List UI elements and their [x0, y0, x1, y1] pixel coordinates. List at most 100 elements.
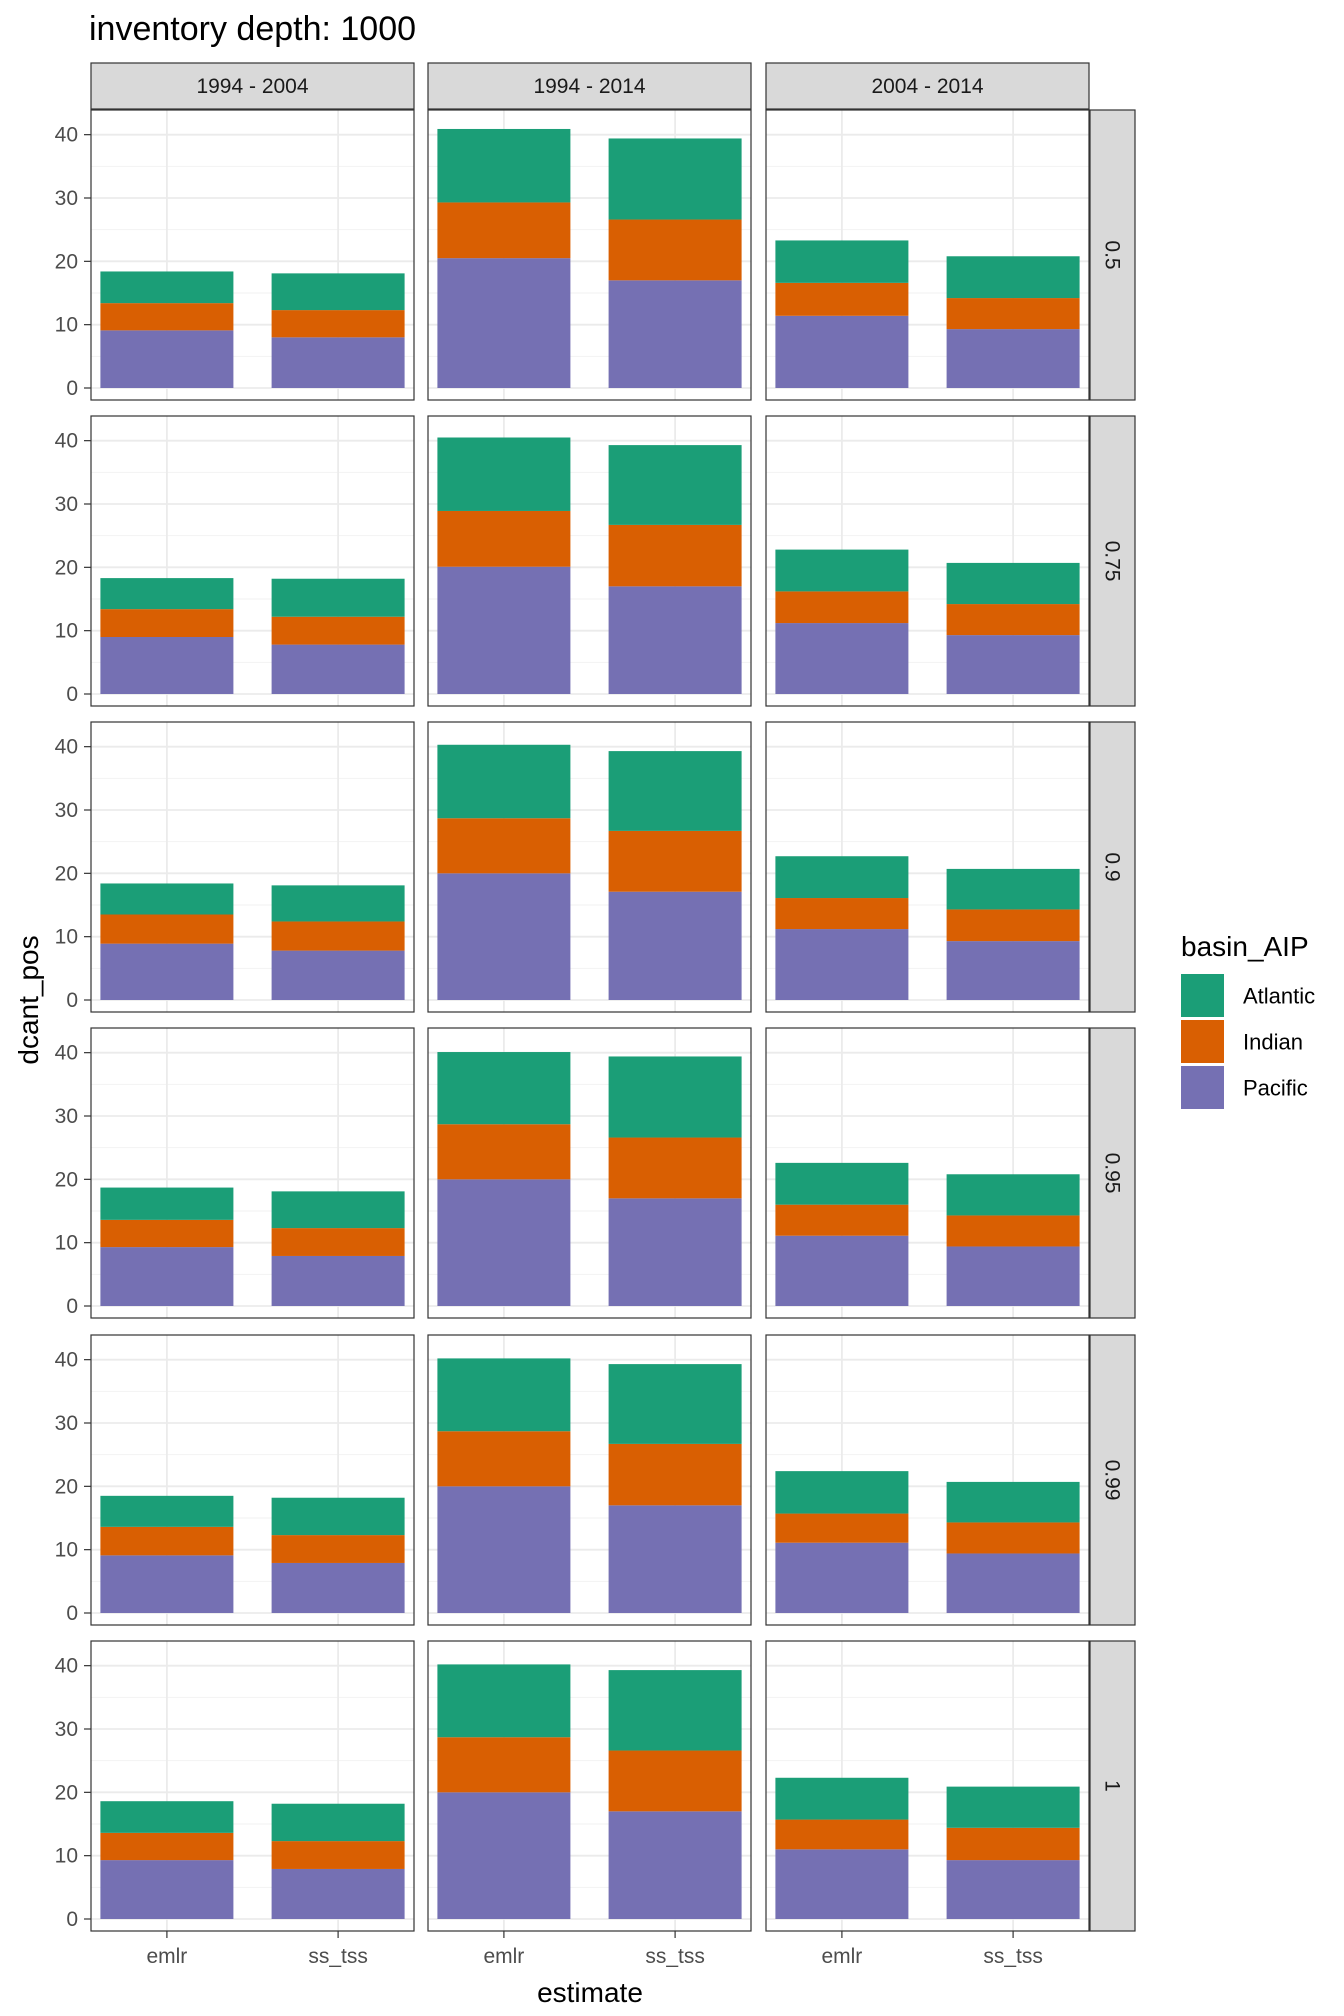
- bar-segment-pacific: [437, 1179, 571, 1306]
- bar-segment-atlantic: [608, 1670, 742, 1751]
- legend-label-pacific: Pacific: [1243, 1076, 1308, 1101]
- panel-border: [765, 415, 1090, 707]
- bar-segment-pacific: [775, 1235, 909, 1306]
- bar-segment-indian: [946, 1827, 1080, 1861]
- row-strip: [1089, 721, 1136, 1013]
- row-strip: [1089, 109, 1136, 401]
- y-tick-label: 0: [66, 377, 78, 400]
- y-tick-label: 20: [55, 1781, 78, 1804]
- panel-border: [90, 1334, 415, 1626]
- bar-segment-atlantic: [100, 1187, 234, 1220]
- bar-segment-indian: [100, 1526, 234, 1556]
- y-tick-label: 20: [55, 250, 78, 273]
- column-strip-label: 1994 - 2014: [533, 75, 645, 98]
- row-strip-label: 0.95: [1101, 1153, 1124, 1194]
- bar-segment-pacific: [946, 1246, 1080, 1306]
- bar-segment-pacific: [100, 1247, 234, 1306]
- bar-segment-pacific: [775, 315, 909, 388]
- bar-segment-indian: [775, 898, 909, 930]
- row-strip: [1089, 1640, 1136, 1932]
- bar-segment-pacific: [946, 941, 1080, 1000]
- y-tick-label: 30: [55, 1412, 78, 1435]
- bar-segment-atlantic: [100, 271, 234, 304]
- bar-segment-indian: [271, 1841, 405, 1869]
- bar-segment-indian: [608, 524, 742, 587]
- bar-segment-indian: [608, 219, 742, 281]
- panel-border: [765, 1640, 1090, 1932]
- panel-border: [90, 415, 415, 707]
- y-tick-label: 30: [55, 1105, 78, 1128]
- bar-segment-atlantic: [271, 578, 405, 617]
- panel-border: [90, 1027, 415, 1319]
- y-tick-label: 10: [55, 1845, 78, 1868]
- bar-segment-indian: [437, 818, 571, 874]
- row-strip-label: 0.5: [1101, 240, 1124, 269]
- bar-segment-pacific: [437, 873, 571, 1000]
- bar-segment-pacific: [608, 891, 742, 1000]
- bar-segment-atlantic: [608, 1364, 742, 1444]
- bar-segment-atlantic: [608, 1056, 742, 1138]
- bar-segment-indian: [775, 1513, 909, 1543]
- panel-border: [765, 721, 1090, 1013]
- bar-segment-pacific: [100, 943, 234, 1000]
- y-tick-label: 40: [55, 124, 78, 147]
- bar-segment-indian: [437, 1124, 571, 1180]
- panel-border: [427, 415, 752, 707]
- bar-segment-indian: [775, 1204, 909, 1236]
- bar-segment-indian: [946, 604, 1080, 636]
- bar-segment-indian: [100, 1832, 234, 1861]
- bar-segment-atlantic: [946, 868, 1080, 910]
- legend-title: basin_AIP: [1181, 931, 1309, 962]
- bar-segment-indian: [271, 310, 405, 338]
- bar-segment-pacific: [775, 1849, 909, 1919]
- y-tick-label: 20: [55, 1168, 78, 1191]
- bar-segment-atlantic: [608, 751, 742, 831]
- bar-segment-indian: [775, 591, 909, 624]
- bar-segment-pacific: [271, 1255, 405, 1306]
- column-strip-label: 1994 - 2004: [196, 75, 308, 98]
- bar-segment-atlantic: [775, 1777, 909, 1820]
- bar-segment-atlantic: [775, 240, 909, 283]
- bar-segment-atlantic: [437, 1052, 571, 1125]
- bar-segment-atlantic: [946, 1481, 1080, 1523]
- y-tick-label: 40: [55, 1655, 78, 1678]
- panel-border: [765, 1334, 1090, 1626]
- panel-border: [427, 1640, 752, 1932]
- x-tick-label: emlr: [821, 1945, 862, 1968]
- bar-segment-pacific: [775, 623, 909, 694]
- bar-segment-indian: [608, 1443, 742, 1506]
- bar-segment-pacific: [608, 280, 742, 388]
- bar-segment-atlantic: [775, 1162, 909, 1205]
- bar-segment-atlantic: [100, 883, 234, 915]
- bar-segment-atlantic: [608, 445, 742, 525]
- panel-border: [427, 1027, 752, 1319]
- bar-segment-pacific: [437, 258, 571, 388]
- bar-segment-atlantic: [775, 1471, 909, 1514]
- bar-segment-indian: [100, 303, 234, 331]
- bar-segment-pacific: [271, 1868, 405, 1919]
- column-strip: [427, 62, 752, 110]
- column-strip: [90, 62, 415, 110]
- x-tick-label: ss_tss: [645, 1945, 705, 1968]
- y-tick-label: 0: [66, 683, 78, 706]
- legend-key-indian: [1181, 1020, 1224, 1063]
- row-strip-label: 0.75: [1101, 541, 1124, 582]
- legend-key-pacific: [1181, 1066, 1224, 1109]
- bar-segment-indian: [100, 1219, 234, 1248]
- y-tick-label: 0: [66, 989, 78, 1012]
- bar-segment-pacific: [946, 1860, 1080, 1919]
- panel-border: [765, 109, 1090, 401]
- y-tick-label: 0: [66, 1908, 78, 1931]
- bar-segment-atlantic: [946, 1786, 1080, 1828]
- bar-segment-atlantic: [271, 273, 405, 311]
- legend-key-atlantic: [1181, 974, 1224, 1017]
- y-tick-label: 0: [66, 1295, 78, 1318]
- y-tick-label: 10: [55, 1539, 78, 1562]
- y-tick-label: 10: [55, 926, 78, 949]
- bar-segment-indian: [271, 921, 405, 951]
- bar-segment-atlantic: [437, 744, 571, 819]
- y-tick-label: 0: [66, 1602, 78, 1625]
- bar-segment-pacific: [437, 1486, 571, 1613]
- legend-label-indian: Indian: [1243, 1030, 1303, 1055]
- bar-segment-pacific: [946, 1553, 1080, 1613]
